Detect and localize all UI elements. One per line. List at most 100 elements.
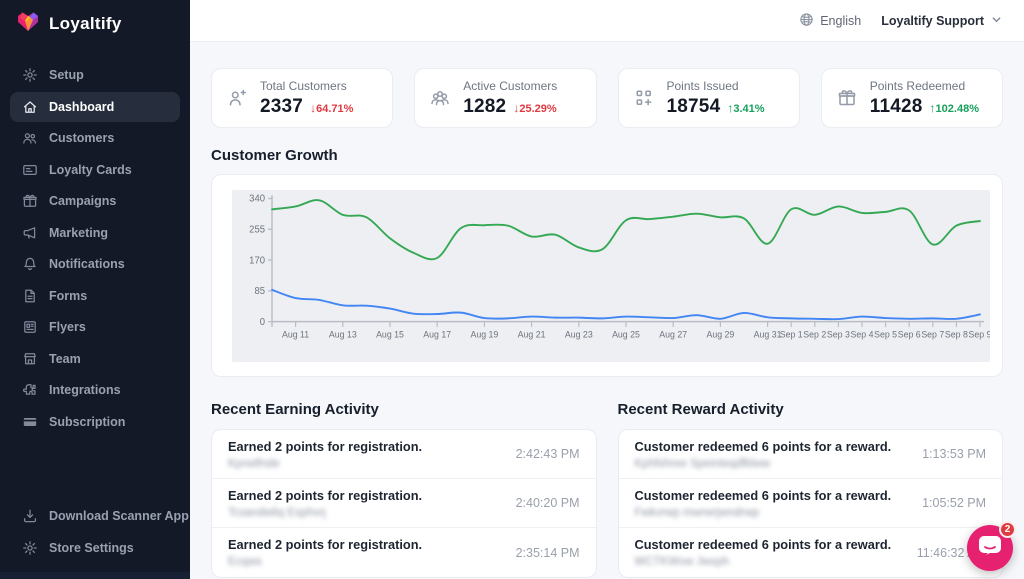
activity-row: Customer redeemed 6 points for a reward.…	[619, 528, 1003, 577]
sidebar-item-marketing[interactable]: Marketing	[10, 218, 180, 248]
activity-row: Earned 2 points for registration. Tcsandw…	[212, 479, 596, 528]
sidebar-item-setup[interactable]: Setup	[10, 60, 180, 90]
svg-text:Aug 15: Aug 15	[376, 329, 404, 339]
svg-text:Sep 1: Sep 1	[780, 329, 803, 339]
activity-timestamp: 1:05:52 PM	[922, 496, 986, 510]
sidebar-item-label: Loyalty Cards	[49, 163, 132, 177]
sidebar-item-label: Setup	[49, 68, 84, 82]
svg-text:Sep 4: Sep 4	[851, 329, 874, 339]
home-icon	[21, 98, 38, 115]
sidebar-item-label: Team	[49, 352, 81, 366]
svg-text:Aug 21: Aug 21	[518, 329, 546, 339]
activity-text: Earned 2 points for registration. Tcsandw…	[228, 488, 422, 519]
account-label: Loyaltify Support	[881, 14, 984, 28]
users-icon	[21, 130, 38, 147]
chat-unread-badge: 2	[999, 521, 1016, 538]
sidebar-item-label: Download Scanner App	[49, 509, 189, 523]
sidebar-item-integrations[interactable]: Integrations	[10, 375, 180, 405]
sidebar-item-team[interactable]: Team	[10, 344, 180, 374]
activity-timestamp: 2:40:20 PM	[516, 496, 580, 510]
sidebar-item-loyalty-cards[interactable]: Loyalty Cards	[10, 155, 180, 185]
line-chart-svg: 085170255340Aug 11Aug 13Aug 15Aug 17Aug …	[232, 190, 990, 362]
stat-change-down: ↓25.29%	[513, 101, 556, 115]
sidebar-item-label: Campaigns	[49, 194, 116, 208]
activity-title: Customer redeemed 6 points for a reward.	[635, 488, 892, 503]
credit-card-icon	[21, 413, 38, 430]
activity-timestamp: 1:13:53 PM	[922, 447, 986, 461]
app-window: Loyaltify Setup Dashboard Customers Loyalty…	[0, 0, 1024, 579]
sidebar-item-store-settings[interactable]: Store Settings	[10, 533, 180, 563]
sidebar-item-label: Forms	[49, 289, 87, 303]
svg-text:Aug 27: Aug 27	[659, 329, 687, 339]
puzzle-icon	[21, 382, 38, 399]
sidebar-item-forms[interactable]: Forms	[10, 281, 180, 311]
gift-icon	[837, 88, 857, 108]
sidebar-item-label: Dashboard	[49, 100, 114, 114]
activity-title: Customer redeemed 6 points for a reward.	[635, 439, 892, 454]
svg-text:Aug 29: Aug 29	[706, 329, 734, 339]
brand-name: Loyaltify	[49, 14, 122, 34]
language-selector[interactable]: English	[799, 12, 861, 30]
card-icon	[21, 161, 38, 178]
sidebar-item-subscription[interactable]: Subscription	[10, 407, 180, 437]
points-grid-icon	[634, 88, 654, 108]
document-icon	[21, 287, 38, 304]
topbar: English Loyaltify Support	[190, 0, 1024, 42]
activity-lists: Recent Earning Activity Earned 2 points …	[211, 381, 1003, 578]
activity-timestamp: 2:42:43 PM	[516, 447, 580, 461]
svg-text:0: 0	[260, 317, 266, 328]
stat-card-active-customers: Active Customers1282↓25.29%	[414, 68, 596, 128]
activity-text: Customer redeemed 6 points for a reward.…	[635, 488, 892, 519]
chat-bubble-icon	[978, 535, 1002, 562]
svg-text:170: 170	[249, 255, 265, 266]
sidebar-item-notifications[interactable]: Notifications	[10, 249, 180, 279]
sidebar-item-label: Marketing	[49, 226, 108, 240]
earning-activity-section: Recent Earning Activity Earned 2 points …	[211, 381, 597, 578]
stat-label: Active Customers	[463, 79, 557, 93]
svg-text:Sep 5: Sep 5	[874, 329, 897, 339]
account-menu[interactable]: Loyaltify Support	[881, 14, 1002, 28]
svg-text:Sep 2: Sep 2	[803, 329, 826, 339]
svg-text:Sep 8: Sep 8	[945, 329, 968, 339]
bell-icon	[21, 256, 38, 273]
stat-change-up: ↑3.41%	[727, 101, 764, 115]
chat-widget-button[interactable]: 2	[967, 525, 1013, 571]
stat-label: Total Customers	[260, 79, 353, 93]
brand-logo[interactable]: Loyaltify	[0, 2, 190, 46]
svg-text:85: 85	[254, 286, 265, 297]
activity-row: Earned 2 points for registration. Kprwtfn…	[212, 430, 596, 479]
stat-info: Points Redeemed11428↑102.48%	[870, 79, 979, 118]
download-icon	[21, 508, 38, 525]
activity-customer-name-blurred: WCTKWvw Jwxph	[635, 556, 892, 568]
language-label: English	[820, 14, 861, 28]
activity-row: Customer redeemed 6 points for a reward.…	[619, 479, 1003, 528]
megaphone-icon	[21, 224, 38, 241]
sidebar-item-download-scanner-app[interactable]: Download Scanner App	[10, 501, 180, 531]
activity-customer-name-blurred: Tcsandwliq Esphvrj	[228, 507, 422, 519]
reward-activity-list: Customer redeemed 6 points for a reward.…	[618, 429, 1004, 578]
sidebar-item-campaigns[interactable]: Campaigns	[10, 186, 180, 216]
activity-title: Earned 2 points for registration.	[228, 488, 422, 503]
sidebar-item-customers[interactable]: Customers	[10, 123, 180, 153]
stat-label: Points Redeemed	[870, 79, 979, 93]
sidebar-item-label: Integrations	[49, 383, 121, 397]
svg-text:Sep 9: Sep 9	[969, 329, 990, 339]
sidebar-item-dashboard[interactable]: Dashboard	[10, 92, 180, 122]
activity-text: Customer redeemed 6 points for a reward.…	[635, 439, 892, 470]
sidebar-item-label: Customers	[49, 131, 114, 145]
stat-info: Total Customers2337↓64.71%	[260, 79, 353, 118]
sidebar-item-flyers[interactable]: Flyers	[10, 312, 180, 342]
svg-text:Sep 7: Sep 7	[921, 329, 944, 339]
activity-customer-name-blurred: Kprwtfnde	[228, 458, 422, 470]
storefront-icon	[21, 350, 38, 367]
sidebar: Loyaltify Setup Dashboard Customers Loyalty…	[0, 0, 190, 579]
earning-activity-list: Earned 2 points for registration. Kprwtfn…	[211, 429, 597, 578]
sidebar-item-label: Flyers	[49, 320, 86, 334]
activity-timestamp: 2:35:14 PM	[516, 546, 580, 560]
activity-row: Customer redeemed 6 points for a reward.…	[619, 430, 1003, 479]
person-plus-icon	[227, 88, 247, 108]
activity-customer-name-blurred: Kphfshree Speinteqdfklww	[635, 458, 892, 470]
activity-title: Earned 2 points for registration.	[228, 439, 422, 454]
stat-value: 2337	[260, 96, 303, 118]
globe-icon	[799, 12, 814, 30]
